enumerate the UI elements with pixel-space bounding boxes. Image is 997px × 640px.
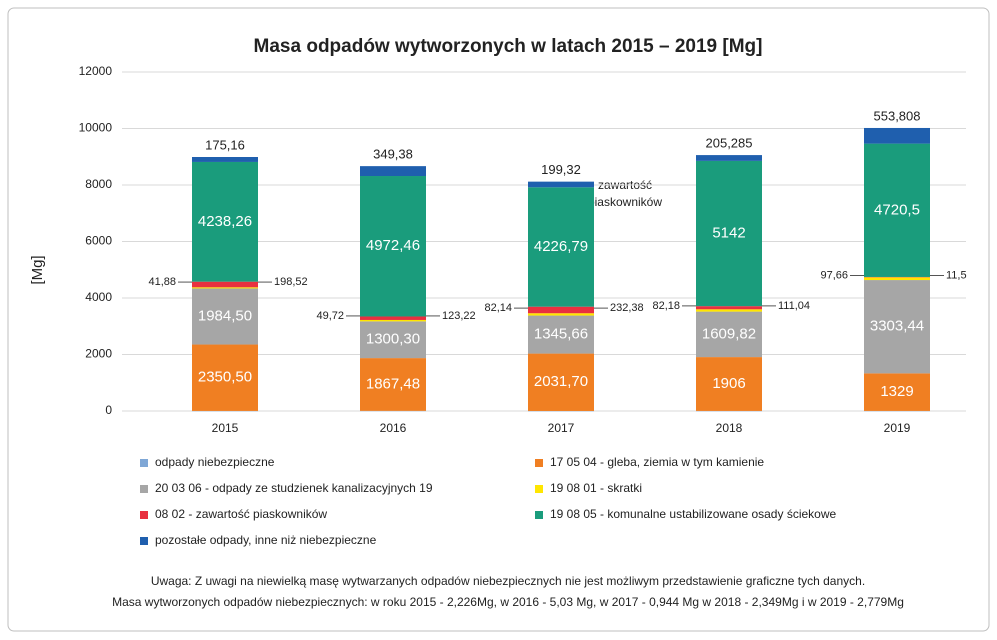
bar-segment xyxy=(360,316,426,320)
data-label: 11,5 xyxy=(946,269,967,281)
bar-segment xyxy=(528,353,594,411)
legend-label: pozostałe odpady, inne niż niebezpieczne xyxy=(155,533,377,547)
bar-segment xyxy=(528,313,594,316)
data-label: 41,88 xyxy=(148,276,176,288)
bar-segment xyxy=(192,161,258,282)
bar-segment xyxy=(528,187,594,307)
legend-label: 08 02 - zawartość piaskowników xyxy=(155,507,327,521)
data-label: 232,38 xyxy=(610,302,644,314)
bar-segment xyxy=(528,181,594,188)
chart-title: Masa odpadów wytworzonych w latach 2015 … xyxy=(254,36,763,57)
bar-segment xyxy=(696,357,762,411)
bar-segment xyxy=(360,176,426,317)
annotation: piaskowników xyxy=(588,195,662,209)
note: Masa wytworzonych odpadów niebezpiecznyc… xyxy=(112,595,904,609)
y-tick-label: 2000 xyxy=(85,347,112,361)
data-label: 111,04 xyxy=(778,300,810,312)
y-tick-label: 0 xyxy=(105,403,112,417)
legend-label: 19 08 05 - komunalne ustabilizowane osad… xyxy=(550,507,836,521)
y-tick-label: 6000 xyxy=(85,234,112,248)
data-label: 82,14 xyxy=(484,302,512,314)
data-label: 2350,50 xyxy=(198,369,252,386)
data-label: 205,285 xyxy=(706,136,753,151)
data-label: 175,16 xyxy=(205,137,245,152)
bar-segment xyxy=(696,311,762,358)
y-axis-label: [Mg] xyxy=(29,255,46,284)
bar-segment xyxy=(360,319,426,322)
data-label: 198,52 xyxy=(274,276,308,288)
legend-swatch xyxy=(140,537,148,545)
data-label: 1345,66 xyxy=(534,326,588,343)
bar-segment xyxy=(864,277,930,281)
legend-label: 20 03 06 - odpady ze studzienek kanaliza… xyxy=(155,481,433,495)
data-label: 4226,79 xyxy=(534,238,588,255)
bar-segment xyxy=(696,155,762,161)
x-tick-label: 2016 xyxy=(380,421,407,435)
bar-segment xyxy=(696,160,762,307)
legend-label: 17 05 04 - gleba, ziemia w tym kamienie xyxy=(550,455,764,469)
y-tick-label: 12000 xyxy=(79,64,113,78)
legend-swatch xyxy=(535,459,543,467)
data-label: 5142 xyxy=(712,224,745,241)
y-tick-label: 10000 xyxy=(79,121,113,135)
bar-segment xyxy=(528,315,594,354)
data-label: 4238,26 xyxy=(198,213,252,230)
data-label: 1300,30 xyxy=(366,331,420,348)
data-label: 82,18 xyxy=(652,300,680,312)
bar-segment xyxy=(864,373,930,411)
bar-segment xyxy=(528,306,594,314)
x-tick-label: 2017 xyxy=(548,421,575,435)
data-label: 49,72 xyxy=(316,310,344,322)
x-tick-label: 2018 xyxy=(716,421,743,435)
y-tick-label: 8000 xyxy=(85,177,112,191)
bar-segment xyxy=(864,280,930,374)
x-tick-label: 2019 xyxy=(884,421,911,435)
bar-segment xyxy=(192,288,258,345)
bar-segment xyxy=(192,157,258,162)
legend-swatch xyxy=(535,511,543,519)
legend-swatch xyxy=(140,511,148,519)
data-label: 1906 xyxy=(712,375,745,392)
bar-segment xyxy=(360,321,426,359)
data-label: 123,22 xyxy=(442,310,476,322)
legend-label: odpady niebezpieczne xyxy=(155,455,275,469)
legend-swatch xyxy=(140,485,148,493)
bar-segment xyxy=(192,344,258,411)
legend-label: 19 08 01 - skratki xyxy=(550,481,642,495)
data-label: 553,808 xyxy=(874,108,921,123)
bar-segment xyxy=(864,143,930,277)
data-label: 1329 xyxy=(880,383,913,400)
x-tick-label: 2015 xyxy=(212,421,239,435)
bar-segment xyxy=(360,166,426,177)
data-label: 199,32 xyxy=(541,162,581,177)
bar-segment xyxy=(360,358,426,411)
data-label: 1867,48 xyxy=(366,375,420,392)
bar-segment xyxy=(192,281,258,288)
data-label: 3303,44 xyxy=(870,318,924,335)
bar-segment xyxy=(696,309,762,312)
data-label: 349,38 xyxy=(373,147,413,162)
data-label: 4720,5 xyxy=(874,201,920,218)
bar-segment xyxy=(864,127,930,144)
bar-segment xyxy=(696,306,762,310)
note: Uwaga: Z uwagi na niewielką masę wytwarz… xyxy=(151,574,865,588)
data-label: 97,66 xyxy=(820,269,848,281)
data-label: 1984,50 xyxy=(198,307,252,324)
y-tick-label: 4000 xyxy=(85,290,112,304)
legend-swatch xyxy=(140,459,148,467)
data-label: 2031,70 xyxy=(534,373,588,390)
bar-segment xyxy=(192,287,258,289)
data-label: 4972,46 xyxy=(366,237,420,254)
legend-swatch xyxy=(535,485,543,493)
data-label: 1609,82 xyxy=(702,325,756,342)
